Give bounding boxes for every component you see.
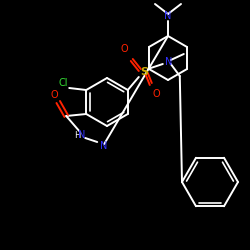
Text: O: O	[50, 90, 58, 100]
Text: Cl: Cl	[58, 78, 68, 88]
Text: O: O	[153, 89, 160, 99]
Text: H: H	[74, 132, 80, 140]
Text: N: N	[78, 130, 85, 140]
Text: N: N	[100, 141, 107, 151]
Text: O: O	[121, 44, 128, 54]
Text: N: N	[164, 11, 172, 21]
Text: S: S	[140, 67, 148, 77]
Text: N: N	[165, 57, 172, 67]
